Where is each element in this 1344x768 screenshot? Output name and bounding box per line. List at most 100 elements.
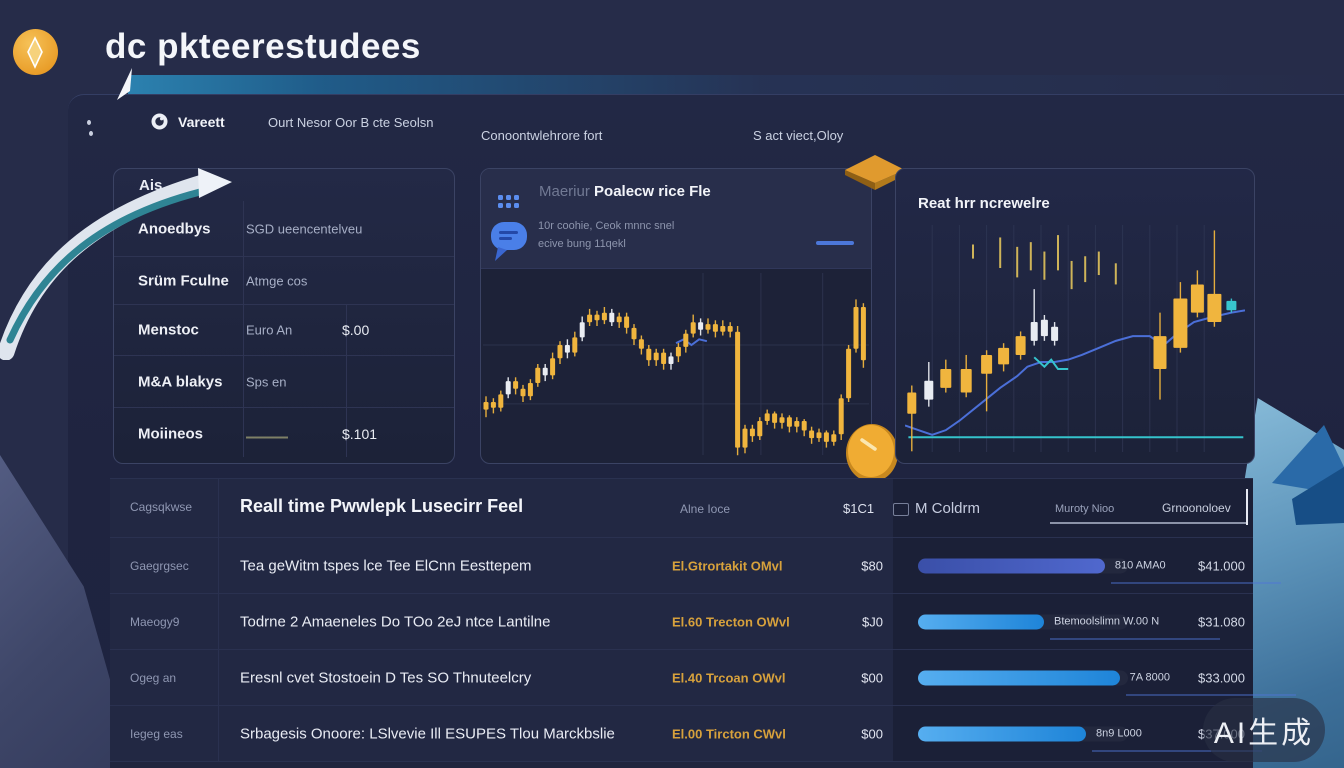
volume-progress-bar: 8n9 L000 [918,726,1262,752]
watchlist-header: Ais [139,177,163,194]
row-amount: $41.000 [1198,558,1245,573]
table-price-col-value: $1C1 [843,501,875,516]
watchlist-row-detail: Euro An [246,322,293,338]
table-row[interactable]: Ogeg an Eresnl cvet Stostoein D Tes SO Th… [110,649,1296,705]
edge-dot [87,120,91,125]
row-label: Gaegrgsec [130,558,189,573]
main-chart-title: Maeriur Poalecw rice Fle [539,183,711,200]
main-chart-header: Maeriur Poalecw rice Fle 10r coohie, Ceo… [481,169,871,269]
chat-bubble-icon[interactable] [489,219,531,265]
table-sub-col-1[interactable]: Muroty Nioo [1055,503,1115,515]
volume-bar-underline [1125,694,1296,696]
table-rows: Gaegrgsec Tea geWitm tspes lce Tee ElCnn … [110,537,1296,768]
row-label: Maeogy9 [130,614,180,629]
main-chart-note: 10r coohie, Ceok mnnc snel ecive bung 11… [538,217,674,253]
volume-progress-bar: Btemoolslimn W.00 N [918,614,1220,640]
table-row[interactable]: Maeogy9 Todrne 2 Amaeneles Do TOo 2eJ ntc… [110,593,1253,649]
row-price: $00 [861,670,883,685]
row-description: Eresnl cvet Stostoein D Tes SO Thnuteelc… [240,669,532,686]
row-ticker: El.40 Trcoan OWvl [672,670,786,685]
top-gradient-band [128,75,1344,95]
side-price-chart[interactable] [904,221,1246,456]
row-amount: $33.000 [1198,670,1245,685]
row-ticker: El.Gtrortakit OMvl [672,558,783,573]
watchlist-row[interactable]: M&A blakys Sps en [114,355,454,407]
nav-item-4[interactable]: S act viect,Oloy [753,128,844,143]
ai-watermark-badge: AI生成 [1203,698,1325,762]
row-description: Todrne 2 Amaeneles Do TOo 2eJ ntce Lanti… [240,613,551,630]
table-header-row: Cagsqkwse Reall time Pwwlepk Lusecirr Fe… [110,479,1253,537]
side-chart-title: Reat hrr ncrewelre [918,195,1050,212]
volume-progress-bar: 7A 8000 [918,670,1296,696]
watchlist-row-name: Anoedbys [138,220,211,237]
nav-item-2[interactable]: Ourt Nesor Oor B cte Seolsn [268,115,434,130]
volume-progress-bar: 810 AMA0 [918,558,1281,584]
table-price-col-label[interactable]: Alne Ioce [680,502,731,516]
dots-grid-menu-icon[interactable] [498,195,522,211]
nav-target-icon[interactable] [150,112,169,131]
table-row[interactable]: Iegeg eas Srbagesis Onoore: LSlvevie Ill … [110,705,1262,761]
watchlist-row-value: $.101 [342,425,378,442]
main-chart-note-line1: 10r coohie, Ceok mnnc snel [538,220,675,232]
watchlist-row-value: $.00 [342,322,370,338]
gold-coin-button[interactable] [845,422,899,484]
nav-item-3[interactable]: Conoontwlehrore fort [481,128,603,143]
app-title: dc pkteerestudees [105,27,421,66]
row-description: Srbagesis Onoore: LSlvevie Ill ESUPES Tl… [240,725,615,742]
ai-watermark-text: AI生成 [1213,717,1315,750]
grid-box-icon [893,503,909,516]
table-corner-label: Cagsqkwse [130,500,193,514]
volume-bar-label: 810 AMA0 [1114,559,1166,572]
mouse-cursor-icon [117,68,132,100]
watchlist-row[interactable]: Anoedbys SGD ueencentelveu [114,201,454,256]
watchlist-row-detail: Sps en [246,374,287,389]
table-column-divider [218,479,219,768]
main-chart-title-prefix: Maeriur [539,183,590,200]
watchlist-row-name: Menstoc [138,321,199,339]
volume-bar-label: 8n9 L000 [1096,727,1142,740]
watchlist-row-detail: Atmge cos [246,273,308,288]
volume-progress-fill [918,670,1120,685]
row-description: Tea geWitm tspes lce Tee ElCnn Eesttepem [240,557,532,574]
main-price-chart[interactable] [483,269,869,459]
watchlist-rows: Anoedbys SGD ueencentelveu Srüm Fculne Atmg… [114,201,454,463]
main-chart-note-line2: ecive bung 11qekl [538,238,626,250]
table-row[interactable]: Gaegrgsec Tea geWitm tspes lce Tee ElCnn … [110,537,1281,593]
watchlist-row[interactable]: Moiineos $.101 [114,407,454,459]
bottom-table: Cagsqkwse Reall time Pwwlepk Lusecirr Fe… [110,478,1296,768]
text-cursor-bar [1246,489,1248,525]
edge-dot [89,131,93,136]
watchlist-row-detail: SGD ueencentelveu [246,221,363,236]
watchlist-row[interactable]: Menstoc Euro An $.00 [114,304,454,355]
decor-swoosh-arrow [0,168,232,360]
side-chart-panel: Reat hrr ncrewelre [895,168,1255,464]
watchlist-row-name: M&A blakys [138,373,223,390]
volume-progress-fill [918,558,1105,573]
watchlist-row-name: Srüm Fculne [138,272,229,289]
table-volume-col-label[interactable]: M Coldrm [915,500,981,517]
watchlist-row[interactable]: Srüm Fculne Atmge cos [114,256,454,304]
volume-bar-underline [1092,750,1262,752]
watchlist-panel: Ais Anoedbys SGD ueencentelveu Srüm Fculne… [113,168,455,464]
watchlist-divider [243,201,244,457]
brand-logo-icon[interactable] [13,29,58,75]
volume-bar-underline [1050,638,1220,640]
watchlist-row-name: Moiineos [138,425,204,442]
row-price: $00 [861,726,883,741]
nav-item-1[interactable]: Vareett [178,114,225,130]
table-sub-col-2[interactable]: Grnoonoloev [1162,501,1231,515]
main-chart-title-text: Poalecw rice Fle [594,183,711,200]
volume-bar-underline [1110,582,1281,584]
row-ticker: El.60 Trecton OWvl [672,614,790,629]
row-price: $J0 [862,614,883,629]
row-amount: $31.080 [1198,614,1245,629]
row-label: Iegeg eas [130,726,183,741]
volume-bar-label: Btemoolslimn W.00 N [1054,615,1160,628]
watchlist-divider [346,304,347,457]
row-label: Ogeg an [130,670,177,685]
main-chart-panel: Maeriur Poalecw rice Fle 10r coohie, Ceo… [480,168,872,464]
table-header-underline [1050,522,1246,524]
watchlist-row-detail [246,426,288,441]
blue-dash-indicator [816,241,854,245]
